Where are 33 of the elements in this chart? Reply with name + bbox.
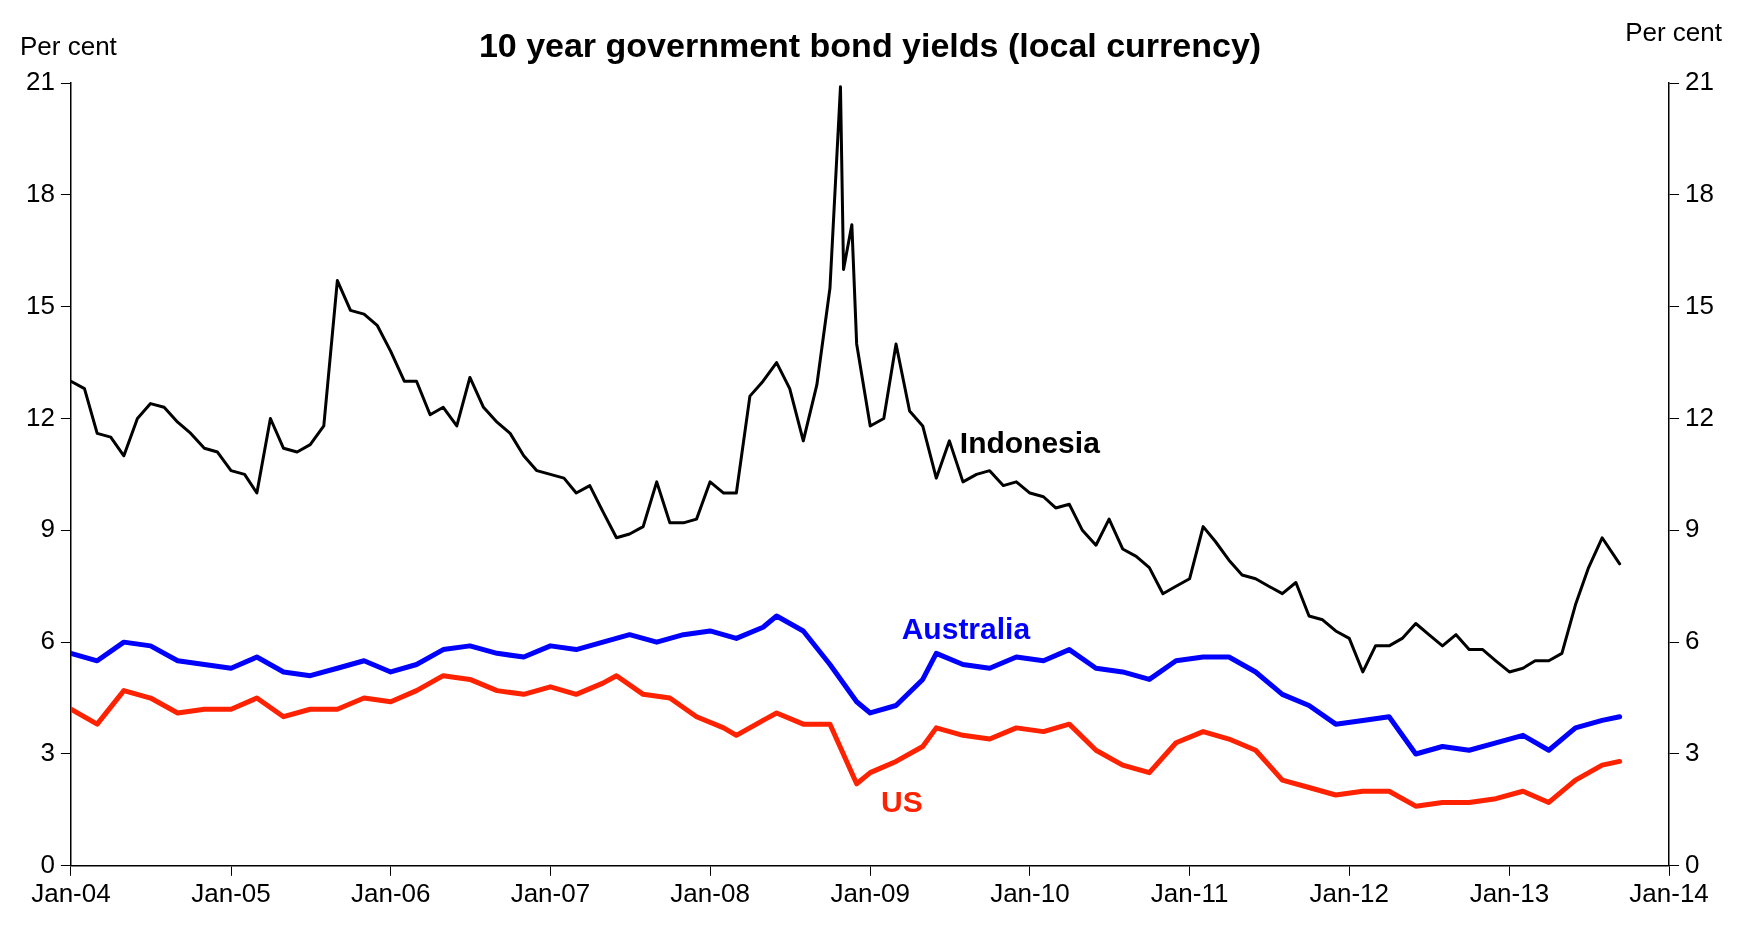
y-tick-label: 3 [40, 737, 55, 768]
y-axis-title: Per cent [20, 31, 118, 62]
y2-tick-label: 18 [1685, 178, 1714, 208]
x-tick-label: Jan-04 [31, 877, 111, 908]
x-tick-label: Jan-14 [1629, 877, 1709, 908]
x-tick-label: Jan-13 [1469, 877, 1550, 908]
y-tick-label: 18 [26, 178, 55, 208]
series-label: Australia [901, 611, 1031, 645]
x-tick-label: Jan-09 [830, 877, 910, 908]
x-tick-label: Jan-08 [670, 877, 750, 908]
x-tick-label: Jan-06 [350, 877, 431, 908]
y2-tick-label: 6 [1685, 625, 1700, 656]
y2-tick-label: 15 [1685, 289, 1714, 320]
y2-tick-label: 21 [1685, 66, 1714, 97]
y-tick-label: 21 [26, 66, 55, 97]
y-tick-label: 15 [26, 289, 55, 320]
chart-title: 10 year government bond yields (local currency) [478, 26, 1262, 65]
x-tick-label: Jan-05 [191, 877, 271, 908]
x-tick-label: Jan-11 [1150, 877, 1229, 908]
y-tick-label: 6 [40, 625, 55, 656]
y-tick-label: 9 [40, 513, 55, 544]
y2-axis-title: Per cent [1625, 17, 1723, 48]
series-label: Indonesia [959, 426, 1101, 460]
y2-tick-label: 12 [1685, 401, 1714, 432]
y2-tick-label: 3 [1685, 737, 1700, 768]
y-tick-label: 12 [26, 401, 55, 432]
series-label: US [881, 784, 923, 818]
y2-tick-label: 9 [1685, 513, 1700, 544]
y-tick-label: 0 [40, 848, 55, 879]
x-tick-label: Jan-07 [510, 877, 591, 908]
x-tick-label: Jan-12 [1309, 877, 1390, 908]
x-tick-label: Jan-10 [990, 877, 1070, 908]
y2-tick-label: 0 [1685, 848, 1700, 879]
